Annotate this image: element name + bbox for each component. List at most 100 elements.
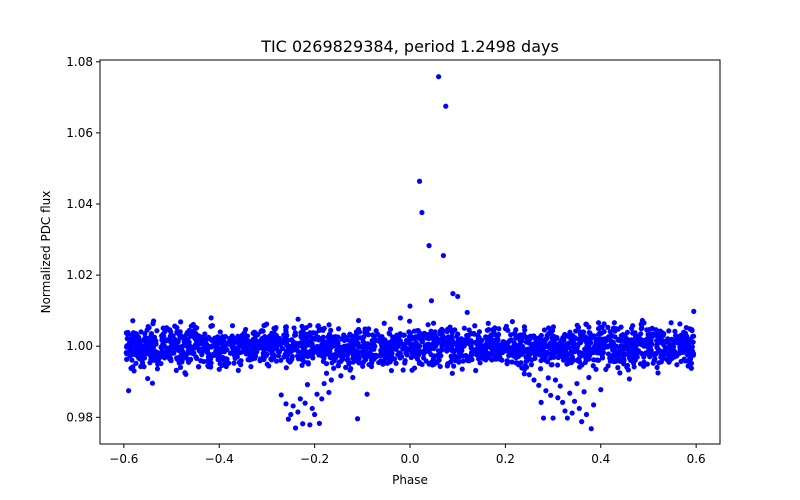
data-point [545,375,551,381]
band-point [495,332,501,338]
y-tick-label: 1.00 [66,339,93,353]
data-point [555,395,561,401]
band-point [146,349,152,355]
band-point [176,344,182,350]
y-tick-label: 1.02 [66,268,93,282]
data-point [538,399,544,405]
band-point [333,334,339,340]
band-point [666,359,672,365]
band-point [178,356,184,362]
band-point [508,350,514,356]
band-point [583,321,589,327]
data-point [273,358,280,364]
band-point [658,336,664,342]
band-point [639,317,645,324]
band-point [451,363,457,369]
data-point [552,377,559,383]
data-point [331,365,337,371]
data-point [338,373,344,379]
band-point [683,341,689,347]
band-point [220,334,226,341]
band-point [532,355,538,361]
band-point [485,320,491,326]
band-point [135,353,141,360]
band-point [468,343,474,349]
band-point [672,328,678,334]
data-point [455,293,461,300]
band-point [432,333,438,339]
band-point [193,336,199,343]
band-point [363,356,369,363]
band-point [461,325,467,331]
band-point [425,344,432,350]
band-point [213,348,219,354]
band-point [386,348,392,354]
band-point [597,324,604,330]
data-point [436,74,442,80]
band-point [612,328,618,334]
band-point [327,349,333,355]
band-point [472,339,479,346]
band-point [496,342,502,348]
band-point [416,359,423,365]
band-point [278,357,284,363]
band-point [665,336,671,342]
x-tick-label: 0.2 [496,452,515,466]
band-point [586,337,593,343]
data-point [307,422,313,428]
band-point [511,345,518,351]
band-point [244,345,250,351]
data-points [126,74,697,432]
band-point [412,335,419,341]
band-point [262,352,269,358]
band-point [308,331,314,337]
band-point [492,325,498,331]
band-point [456,359,462,365]
band-point [488,350,494,356]
band-point [209,343,215,349]
band-point [139,360,146,366]
band-point [322,341,328,347]
band-point [438,353,444,359]
band-point [230,339,236,345]
band-point [204,358,210,364]
band-point [133,347,139,353]
band-point [560,354,566,360]
band-point [140,355,147,361]
data-point [292,425,299,431]
band-point [538,357,544,364]
band-point [650,360,656,366]
band-point [360,363,366,369]
band-point [160,352,166,358]
band-point [550,324,557,330]
band-point [401,332,407,338]
data-point [428,298,435,304]
band-point [641,352,647,359]
band-point [194,343,200,350]
data-point [588,426,594,432]
band-point [128,336,134,342]
band-point [444,363,450,369]
band-point [199,348,205,355]
band-point [613,358,619,364]
band-point [229,323,236,329]
y-axis: 0.98 1.00 1.02 1.04 1.06 1.08 [66,55,100,424]
band-point [440,328,446,334]
band-point [560,343,566,349]
data-point [278,392,284,398]
band-point [155,350,161,356]
band-point [231,360,237,366]
band-point [661,352,667,359]
band-point [341,336,347,342]
band-point [509,318,515,325]
band-point [326,322,332,328]
band-point [170,344,177,350]
band-point [537,366,544,372]
band-point [565,340,572,346]
band-point [379,334,385,340]
band-point [635,349,642,355]
band-point [460,358,466,364]
data-point [321,380,327,387]
x-tick-label: −0.2 [300,452,329,466]
band-point [609,332,615,339]
